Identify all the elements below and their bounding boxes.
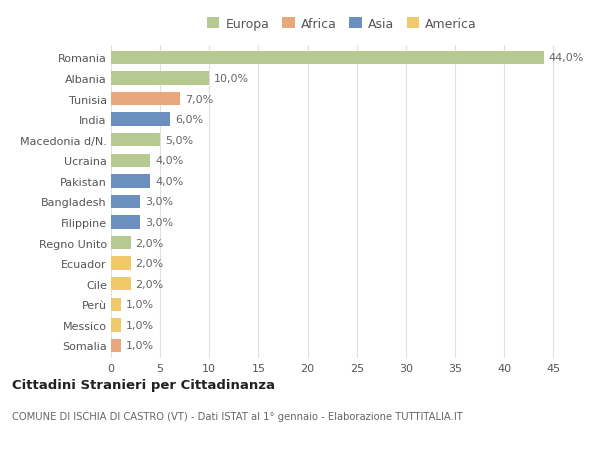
- Bar: [111, 339, 121, 353]
- Text: 2,0%: 2,0%: [136, 258, 164, 269]
- Text: 1,0%: 1,0%: [126, 341, 154, 351]
- Text: 2,0%: 2,0%: [136, 238, 164, 248]
- Bar: [111, 277, 131, 291]
- Bar: [111, 134, 160, 147]
- Legend: Europa, Africa, Asia, America: Europa, Africa, Asia, America: [205, 16, 479, 34]
- Text: 3,0%: 3,0%: [145, 197, 173, 207]
- Text: 6,0%: 6,0%: [175, 115, 203, 125]
- Text: 1,0%: 1,0%: [126, 300, 154, 310]
- Bar: [111, 319, 121, 332]
- Bar: [111, 72, 209, 85]
- Bar: [111, 216, 140, 229]
- Text: 2,0%: 2,0%: [136, 279, 164, 289]
- Bar: [111, 51, 544, 65]
- Bar: [111, 236, 131, 250]
- Text: COMUNE DI ISCHIA DI CASTRO (VT) - Dati ISTAT al 1° gennaio - Elaborazione TUTTIT: COMUNE DI ISCHIA DI CASTRO (VT) - Dati I…: [12, 411, 463, 421]
- Text: Cittadini Stranieri per Cittadinanza: Cittadini Stranieri per Cittadinanza: [12, 379, 275, 392]
- Text: 10,0%: 10,0%: [214, 74, 250, 84]
- Bar: [111, 257, 131, 270]
- Text: 4,0%: 4,0%: [155, 176, 184, 186]
- Bar: [111, 154, 151, 168]
- Bar: [111, 113, 170, 127]
- Text: 3,0%: 3,0%: [145, 218, 173, 228]
- Text: 7,0%: 7,0%: [185, 94, 213, 104]
- Bar: [111, 298, 121, 311]
- Bar: [111, 93, 180, 106]
- Bar: [111, 195, 140, 209]
- Text: 1,0%: 1,0%: [126, 320, 154, 330]
- Text: 44,0%: 44,0%: [548, 53, 584, 63]
- Text: 4,0%: 4,0%: [155, 156, 184, 166]
- Text: 5,0%: 5,0%: [165, 135, 193, 146]
- Bar: [111, 175, 151, 188]
